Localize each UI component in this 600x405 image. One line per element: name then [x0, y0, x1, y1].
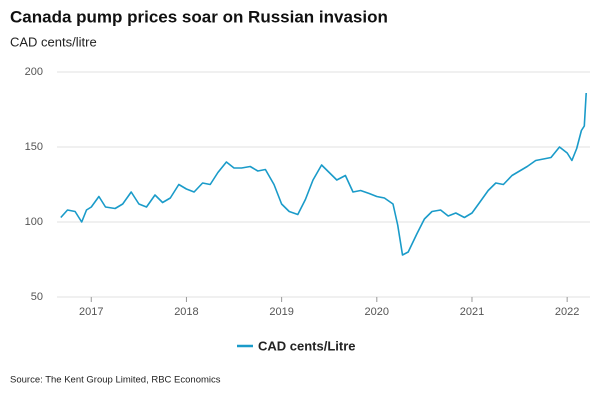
x-tick-label: 2017: [79, 306, 103, 318]
x-tick-label: 2020: [365, 306, 389, 318]
chart-title: Canada pump prices soar on Russian invas…: [10, 7, 388, 26]
line-series: [60, 92, 587, 256]
x-tick-label: 2021: [460, 306, 484, 318]
legend-label: CAD cents/Litre: [258, 338, 356, 353]
x-tick-label: 2022: [555, 306, 579, 318]
chart-subtitle: CAD cents/litre: [10, 34, 97, 49]
y-tick-label: 100: [25, 216, 43, 228]
y-tick-label: 200: [25, 66, 43, 78]
source-note: Source: The Kent Group Limited, RBC Econ…: [10, 375, 221, 386]
y-tick-label: 50: [31, 291, 43, 303]
x-tick-label: 2018: [174, 306, 198, 318]
y-tick-label: 150: [25, 141, 43, 153]
x-tick-label: 2019: [269, 306, 293, 318]
